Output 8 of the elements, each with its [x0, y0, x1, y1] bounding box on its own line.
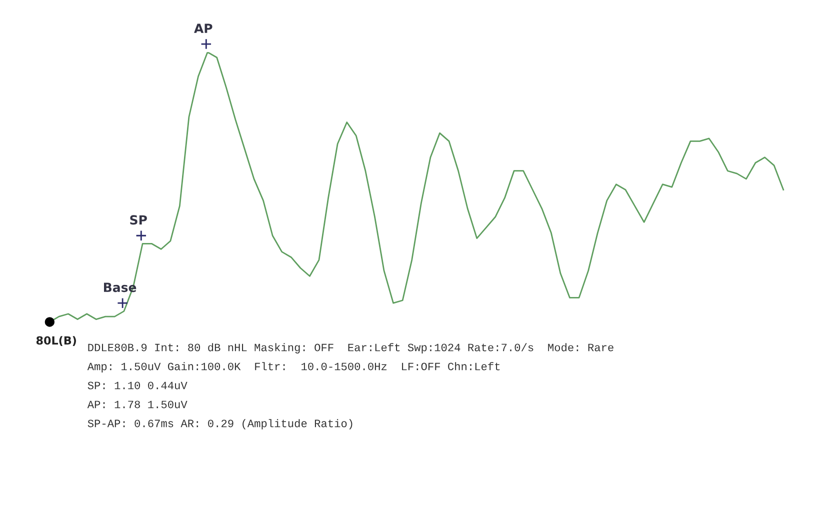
text: DDLE80B.9 Int: 80 dB nHL Masking: OFF Ear:Left Swp:1024 Rate:7.0/s Mode: Rare — [88, 343, 614, 354]
annotation: SP — [130, 215, 147, 225]
annotation: AP — [194, 24, 212, 33]
text: SP: 1.10 0.44uV — [88, 382, 188, 390]
text: Amp: 1.50uV Gain:100.0K Fltr: 10.0-1500.0Hz LF:OFF Chn:Left — [87, 362, 500, 372]
annotation: 80L(B) — [36, 336, 76, 346]
text: SP-AP: 0.67ms AR: 0.29 (Amplitude Ratio) — [88, 419, 352, 430]
text: AP: 1.78 1.50uV — [87, 400, 188, 408]
